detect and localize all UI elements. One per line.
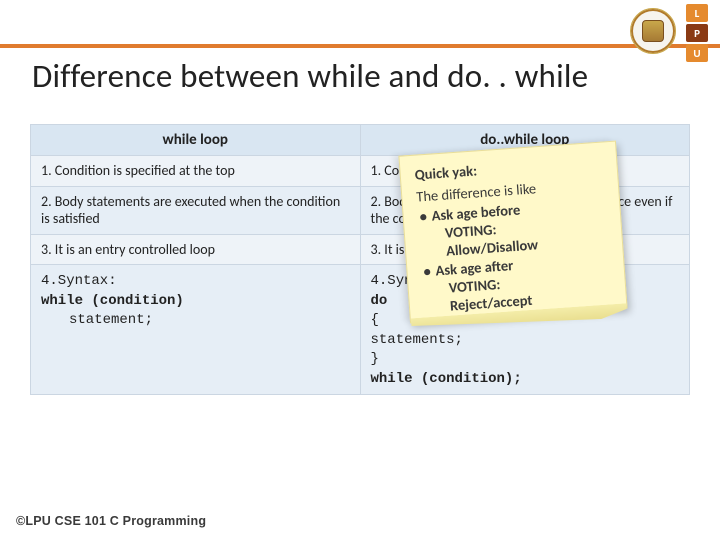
syntax-line: do bbox=[371, 293, 388, 309]
syntax-line: } bbox=[371, 351, 379, 367]
table-header-left: while loop bbox=[31, 125, 361, 156]
syntax-line: while (condition) bbox=[41, 293, 184, 309]
table-cell-syntax-left: 4.Syntax: while (condition) statement; bbox=[31, 265, 361, 395]
brand-initials: L P U bbox=[686, 4, 708, 64]
brand-seal-inner-icon bbox=[642, 20, 664, 42]
sticky-note: Quick yak: The difference is like Ask ag… bbox=[398, 141, 627, 324]
syntax-line: statements; bbox=[371, 332, 463, 348]
brand-logo: L P U bbox=[630, 2, 708, 62]
brand-initial-p: P bbox=[686, 24, 708, 42]
slide-title: Difference between while and do. . while bbox=[32, 56, 694, 96]
brand-initial-l: L bbox=[686, 4, 708, 22]
table-cell: 3. It is an entry controlled loop bbox=[31, 234, 361, 265]
sticky-note-list: Ask age before VOTING: Allow/Disallow As… bbox=[419, 194, 614, 316]
syntax-line: while (condition); bbox=[371, 371, 522, 387]
syntax-line: 4.Syntax: bbox=[41, 273, 117, 289]
table-cell: 1. Condition is specified at the top bbox=[31, 156, 361, 187]
syntax-line: { bbox=[371, 312, 379, 328]
brand-seal-icon bbox=[630, 8, 676, 54]
syntax-line: statement; bbox=[41, 312, 153, 330]
top-accent-rule bbox=[0, 44, 720, 48]
table-cell: 2. Body statements are executed when the… bbox=[31, 186, 361, 234]
footer-copyright: ©LPU CSE 101 C Programming bbox=[16, 514, 206, 528]
